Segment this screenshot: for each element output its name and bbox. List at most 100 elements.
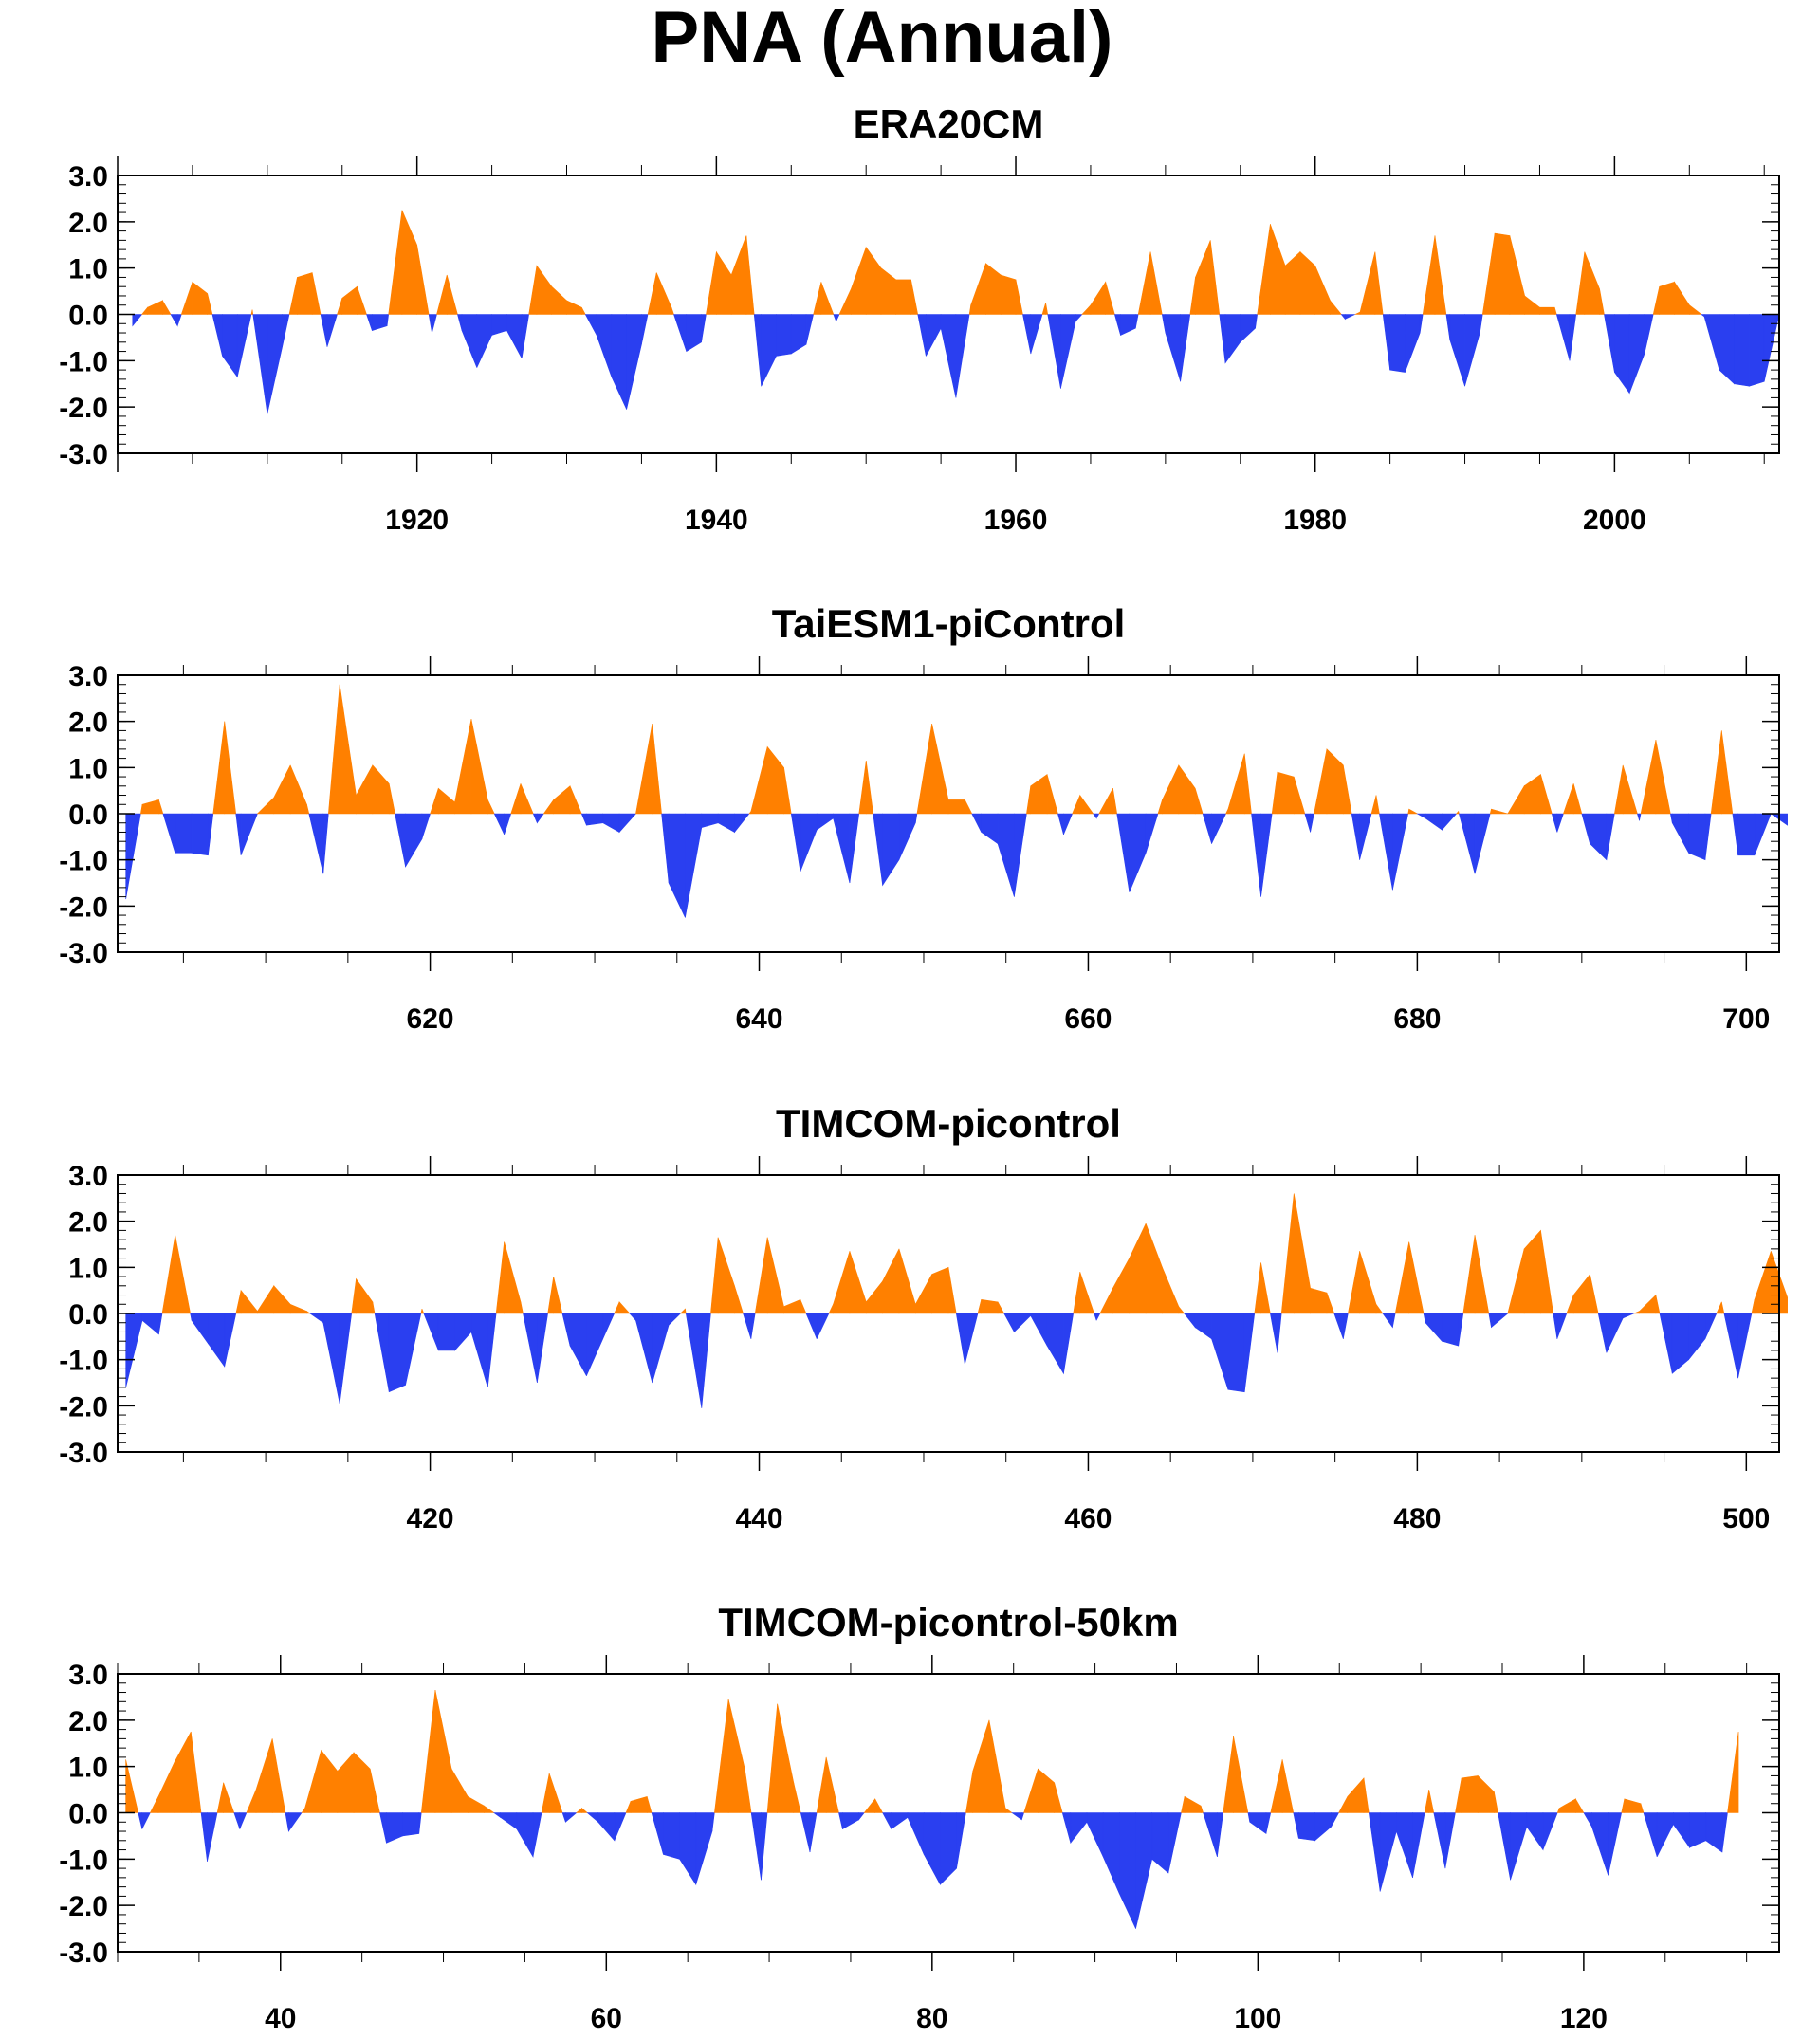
area-segment	[1137, 251, 1151, 315]
area-segment	[1079, 1272, 1095, 1314]
area-segment	[369, 1769, 380, 1813]
area-segment	[730, 235, 747, 315]
area-segment	[1099, 1288, 1113, 1314]
area-segment	[1260, 1262, 1271, 1314]
area-segment	[484, 1805, 495, 1813]
area-segment	[706, 251, 717, 315]
area-segment	[437, 787, 455, 815]
area-segment	[308, 813, 324, 874]
area-segment	[1640, 1803, 1645, 1813]
area-segment	[141, 1313, 159, 1335]
area-segment	[1636, 813, 1640, 821]
area-segment	[537, 1313, 549, 1384]
area-segment	[1093, 813, 1097, 819]
area-segment	[246, 1789, 257, 1813]
area-segment	[1178, 1305, 1186, 1314]
area-segment	[743, 1313, 752, 1339]
area-segment	[997, 813, 1015, 897]
area-segment	[1540, 1230, 1554, 1314]
area-segment	[1368, 1812, 1381, 1892]
area-segment	[495, 1241, 505, 1314]
area-segment	[1444, 1812, 1456, 1869]
area-segment	[1597, 1313, 1608, 1353]
area-segment	[1251, 813, 1261, 897]
area-segment	[882, 813, 900, 887]
area-segment	[1608, 1812, 1623, 1876]
area-segment	[800, 813, 818, 872]
area-segment	[916, 724, 932, 815]
area-segment	[651, 1812, 664, 1855]
area-segment	[695, 1812, 713, 1885]
area-segment	[1396, 1812, 1413, 1878]
area-segment	[1219, 314, 1226, 363]
area-segment	[849, 813, 860, 884]
area-segment	[158, 1313, 163, 1334]
area-segment	[1488, 1313, 1492, 1328]
area-segment	[727, 1699, 745, 1813]
area-segment	[288, 1812, 303, 1832]
area-segment	[536, 265, 553, 315]
area-segment	[711, 1812, 715, 1832]
area-segment	[192, 281, 208, 315]
area-segment	[180, 282, 193, 315]
area-segment	[970, 263, 986, 315]
area-segment	[416, 245, 430, 315]
x-tick-label: 120	[1560, 2003, 1608, 2034]
area-segment	[132, 314, 143, 327]
area-segment	[1314, 266, 1331, 315]
area-segment	[1575, 251, 1586, 315]
area-segment	[1112, 788, 1118, 815]
area-segment	[1094, 1313, 1097, 1321]
area-segment	[493, 813, 505, 836]
area-segment	[701, 1313, 711, 1408]
area-segment	[1442, 813, 1458, 831]
area-segment	[487, 1313, 497, 1387]
area-segment	[528, 266, 538, 315]
area-segment	[652, 1313, 670, 1384]
x-tick-label: 60	[591, 2003, 622, 2034]
area-segment	[1569, 314, 1577, 361]
area-segment	[1161, 314, 1167, 334]
area-segment	[1281, 1759, 1295, 1813]
area-segment	[351, 1278, 357, 1314]
area-segment	[1293, 776, 1306, 815]
area-segment	[1474, 813, 1491, 874]
area-segment	[569, 1313, 587, 1376]
area-segment	[1572, 783, 1583, 815]
area-segment	[235, 813, 242, 855]
area-segment	[581, 1807, 589, 1813]
area-segment	[461, 314, 478, 368]
area-segment	[1590, 813, 1608, 861]
area-segment	[910, 279, 919, 315]
area-segment	[1621, 1798, 1626, 1813]
area-segment	[551, 285, 567, 315]
area-segment	[1075, 314, 1083, 322]
area-segment	[158, 799, 164, 815]
area-segment	[891, 1812, 909, 1830]
area-segment	[1270, 1759, 1283, 1813]
area-segment	[1563, 783, 1574, 815]
area-segment	[671, 307, 674, 315]
area-segment	[668, 813, 686, 918]
area-segment	[686, 314, 702, 353]
area-segment	[926, 314, 942, 357]
area-segment	[1727, 1731, 1739, 1813]
area-segment	[1178, 763, 1196, 815]
area-segment	[1671, 1313, 1689, 1374]
area-segment	[1347, 1777, 1365, 1813]
area-segment	[569, 785, 582, 815]
area-segment	[1079, 794, 1094, 815]
area-segment	[388, 210, 403, 315]
area-segment	[1105, 282, 1115, 315]
area-segment	[614, 1301, 620, 1314]
area-segment	[1223, 1736, 1234, 1813]
area-segment	[851, 247, 867, 315]
area-segment	[985, 263, 1002, 315]
area-segment	[372, 1301, 376, 1314]
area-segment	[1045, 303, 1049, 315]
area-segment	[1038, 1768, 1055, 1813]
area-segment	[865, 1280, 883, 1314]
area-segment	[1462, 1235, 1476, 1314]
area-segment	[661, 813, 670, 884]
